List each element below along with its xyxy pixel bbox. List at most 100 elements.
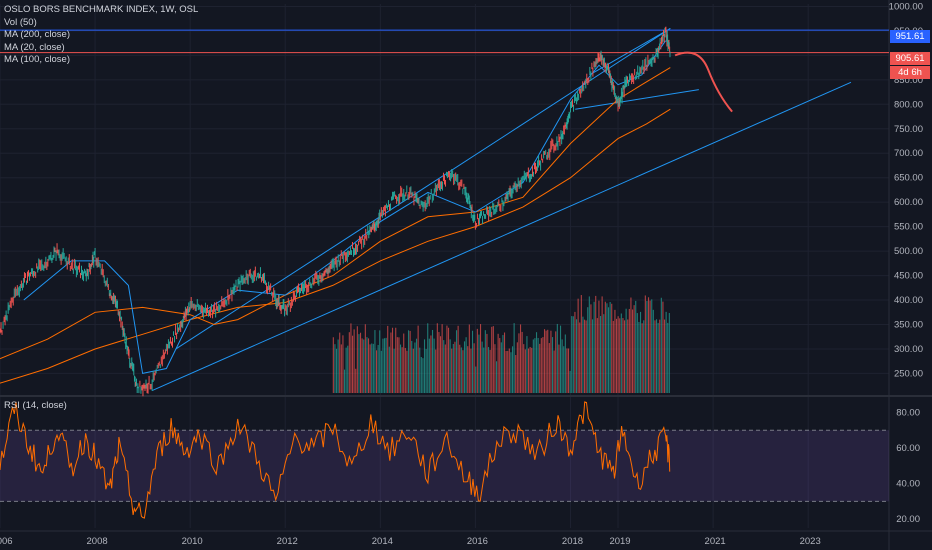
volume-bar (515, 355, 517, 393)
price-tick-label: 700.00 (894, 148, 923, 159)
volume-bar (409, 330, 411, 393)
volume-bar (639, 311, 642, 393)
volume-bar (663, 319, 666, 393)
volume-bar (396, 337, 398, 393)
time-tick-label: 2019 (609, 536, 630, 547)
price-tick-label: 800.00 (894, 99, 923, 110)
rsi-tick-label: 60.00 (896, 443, 920, 454)
volume-bar (356, 326, 358, 393)
volume-bar (395, 327, 397, 393)
volume-bar (399, 344, 402, 393)
time-axis[interactable]: 2006 2008 2010 2012 2014 2016 2018 2019 2021 2023 (0, 536, 821, 547)
volume-bar (446, 325, 448, 393)
volume-bar (627, 319, 629, 393)
volume-bar (622, 318, 624, 393)
volume-bar (579, 322, 581, 393)
volume-bar (657, 322, 659, 393)
volume-bar (574, 311, 576, 393)
volume-bar (534, 338, 536, 393)
volume-bar (499, 338, 501, 393)
volume-bar (524, 349, 526, 393)
price-tick-label: 500.00 (894, 246, 923, 257)
trend-channel-line[interactable] (151, 81, 852, 392)
volume-bar (604, 301, 606, 393)
volume-bar (590, 304, 592, 393)
volume-bar (385, 337, 387, 393)
volume-bar (355, 368, 357, 393)
volume-bar (486, 333, 488, 393)
volume-bar (527, 348, 530, 393)
volume-bar (503, 332, 506, 393)
volume-bar (510, 352, 512, 393)
volume-bar (484, 330, 486, 393)
rsi-line[interactable] (0, 401, 671, 519)
ma200-line[interactable] (0, 108, 671, 384)
trend-channel-line[interactable] (575, 89, 699, 110)
volume-bar (407, 330, 410, 393)
volume-bar (620, 313, 622, 393)
volume-bar (593, 301, 595, 393)
volume-bar (580, 295, 582, 393)
trend-channel-line[interactable] (589, 28, 671, 76)
legend-ma20[interactable]: MA (20, close) (4, 41, 65, 53)
time-tick-label: 2014 (372, 536, 393, 547)
volume-bar (483, 347, 485, 393)
volume-bar (443, 340, 445, 393)
volume-bar (655, 319, 658, 393)
volume-bar (662, 301, 664, 393)
volume-bar (587, 307, 589, 393)
volume-bar (369, 344, 371, 393)
price-tick-label: 550.00 (894, 222, 923, 233)
volume-bar (404, 347, 406, 393)
volume-bar (447, 327, 450, 393)
volume-bar (598, 300, 600, 393)
volume-bar (611, 303, 613, 393)
volume-bar (531, 347, 533, 393)
legend-ma100[interactable]: MA (100, close) (4, 54, 70, 65)
volume-bar (345, 347, 347, 393)
price-axis[interactable]: 250.00 300.00 350.00 400.00 450.00 500.00 550.… (889, 1, 923, 525)
volume-bar (391, 327, 394, 393)
countdown-tag: 4d 6h (890, 66, 930, 79)
volume-bar (497, 333, 499, 393)
volume-bar (361, 338, 363, 393)
last-price-tag: 951.61 (890, 30, 930, 43)
volume-bar (599, 316, 602, 393)
price-tick-label: 750.00 (894, 124, 923, 135)
volume-bar (367, 338, 370, 393)
rsi-legend[interactable]: RSI (14, close) (4, 400, 67, 411)
volume-bar (615, 318, 618, 393)
ma100-line[interactable] (0, 67, 671, 360)
close-price-tag: 905.61 (890, 52, 930, 65)
volume-bar (387, 325, 389, 393)
volume-bar (348, 332, 350, 393)
volume-bar (422, 358, 424, 393)
price-tick-label: 450.00 (894, 271, 923, 282)
price-tick-label: 350.00 (894, 319, 923, 330)
volume-bar (603, 314, 605, 393)
volume-bar (465, 337, 467, 393)
volume-bar (630, 297, 632, 393)
volume-bar (419, 347, 421, 393)
volume-bar (535, 332, 538, 393)
volume-bar (358, 334, 360, 393)
volume-bar (612, 320, 614, 393)
volume-bar (340, 344, 342, 393)
volume-bar (607, 307, 610, 393)
volume-bar (353, 329, 355, 393)
volume-bar (436, 323, 438, 393)
legend-ma200[interactable]: MA (200, close) (4, 29, 70, 40)
time-tick-label: 2016 (467, 536, 488, 547)
volume-bar (636, 313, 638, 393)
volume-bar (339, 332, 341, 393)
volume-bar (379, 330, 381, 393)
volume-bar (500, 342, 502, 393)
volume-bar (659, 319, 661, 393)
volume-bar (462, 350, 464, 393)
projection-curve[interactable] (674, 51, 733, 113)
volume-bar (390, 332, 392, 393)
volume-bar (487, 347, 490, 393)
legend-vol[interactable]: Vol (50) (4, 16, 37, 28)
volume-bar (547, 329, 549, 393)
